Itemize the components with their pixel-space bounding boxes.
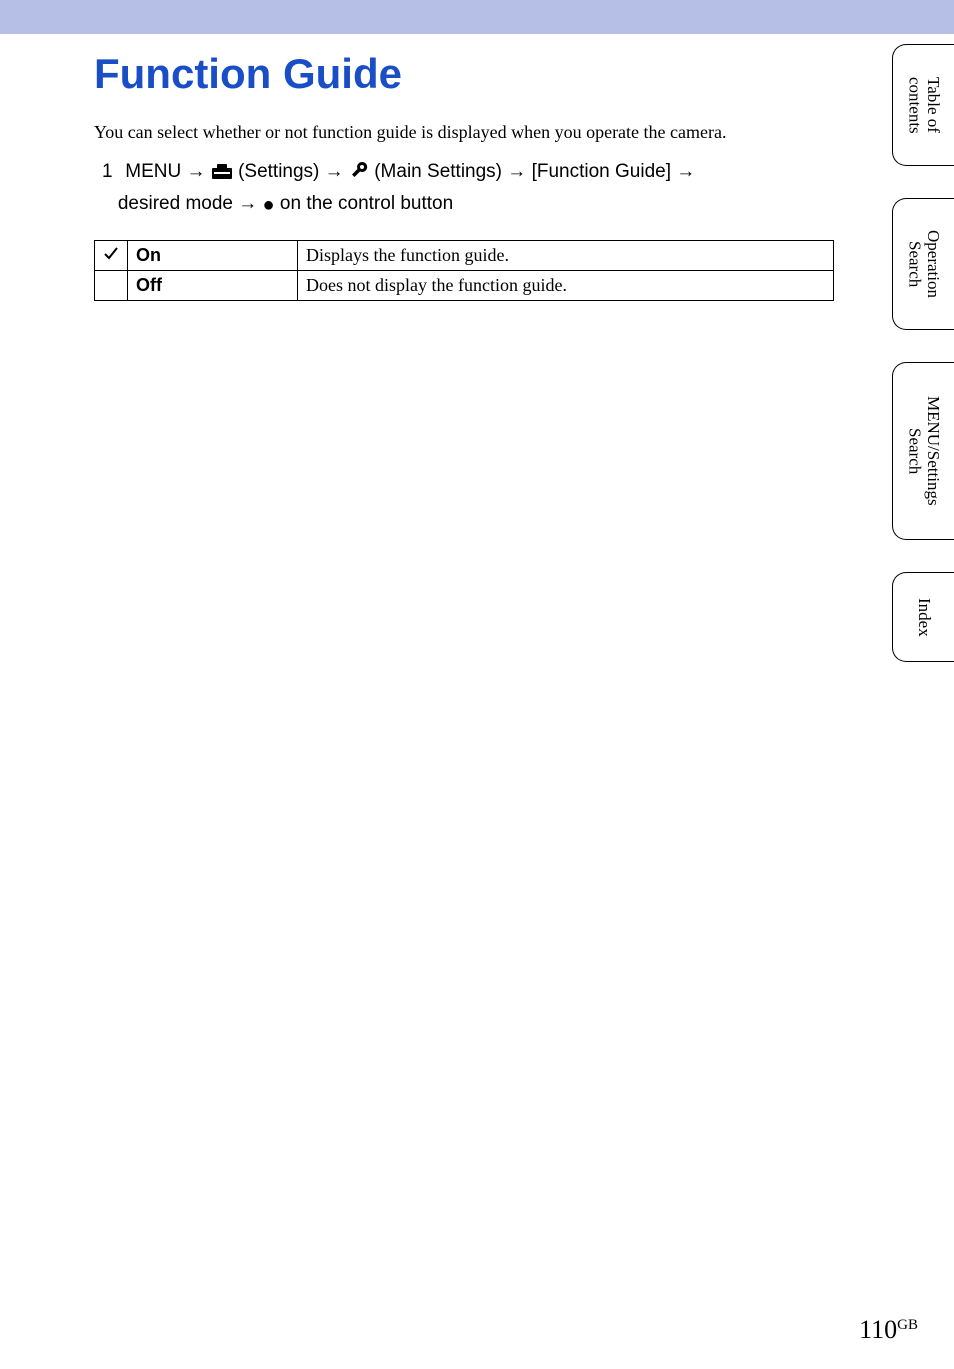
arrow-icon: →	[507, 161, 531, 182]
option-label: On	[128, 241, 298, 271]
arrow-icon: →	[187, 161, 211, 182]
options-table: On Displays the function guide. Off Does…	[94, 240, 834, 301]
checkmark-icon	[103, 245, 119, 261]
option-description: Does not display the function guide.	[298, 271, 834, 301]
page-number-value: 110	[859, 1315, 897, 1344]
center-button-icon: ●	[263, 194, 275, 216]
arrow-icon: →	[325, 161, 349, 182]
tab-label: MENU/SettingsSearch	[905, 368, 942, 534]
main-settings-label: (Main Settings)	[374, 161, 502, 182]
table-row: Off Does not display the function guide.	[95, 271, 834, 301]
menu-item-label: [Function Guide]	[532, 161, 671, 182]
arrow-icon: →	[676, 161, 695, 182]
tab-menu-settings-search[interactable]: MENU/SettingsSearch	[892, 362, 954, 540]
control-button-label: on the control button	[280, 193, 453, 214]
tab-table-of-contents[interactable]: Table ofcontents	[892, 44, 954, 166]
page-root: Function Guide You can select whether or…	[0, 0, 954, 1369]
page-number: 110GB	[859, 1315, 918, 1345]
arrow-icon: →	[238, 193, 262, 214]
page-title: Function Guide	[94, 50, 834, 98]
tab-index[interactable]: Index	[892, 572, 954, 662]
step-number: 1	[102, 158, 120, 187]
wrench-icon	[349, 160, 369, 190]
option-label: Off	[128, 271, 298, 301]
toolbox-icon	[211, 161, 233, 190]
option-check-cell	[95, 241, 128, 271]
top-decorative-band	[0, 0, 954, 34]
main-content: Function Guide You can select whether or…	[94, 34, 834, 301]
tab-label: Index	[914, 570, 933, 665]
tab-label: Table ofcontents	[905, 49, 942, 162]
option-description: Displays the function guide.	[298, 241, 834, 271]
page-number-suffix: GB	[897, 1317, 918, 1333]
intro-text: You can select whether or not function g…	[94, 120, 834, 144]
tab-operation-search[interactable]: OperationSearch	[892, 198, 954, 330]
desired-mode-label: desired mode	[118, 193, 233, 214]
option-check-cell	[95, 271, 128, 301]
table-row: On Displays the function guide.	[95, 241, 834, 271]
step-menu-label: MENU	[125, 161, 181, 182]
side-tabs: Table ofcontents OperationSearch MENU/Se…	[874, 44, 954, 694]
settings-label: (Settings)	[238, 161, 319, 182]
tab-label: OperationSearch	[905, 202, 942, 326]
menu-path-step: 1 MENU → (Settings) → (Main Settings) → …	[102, 158, 834, 218]
